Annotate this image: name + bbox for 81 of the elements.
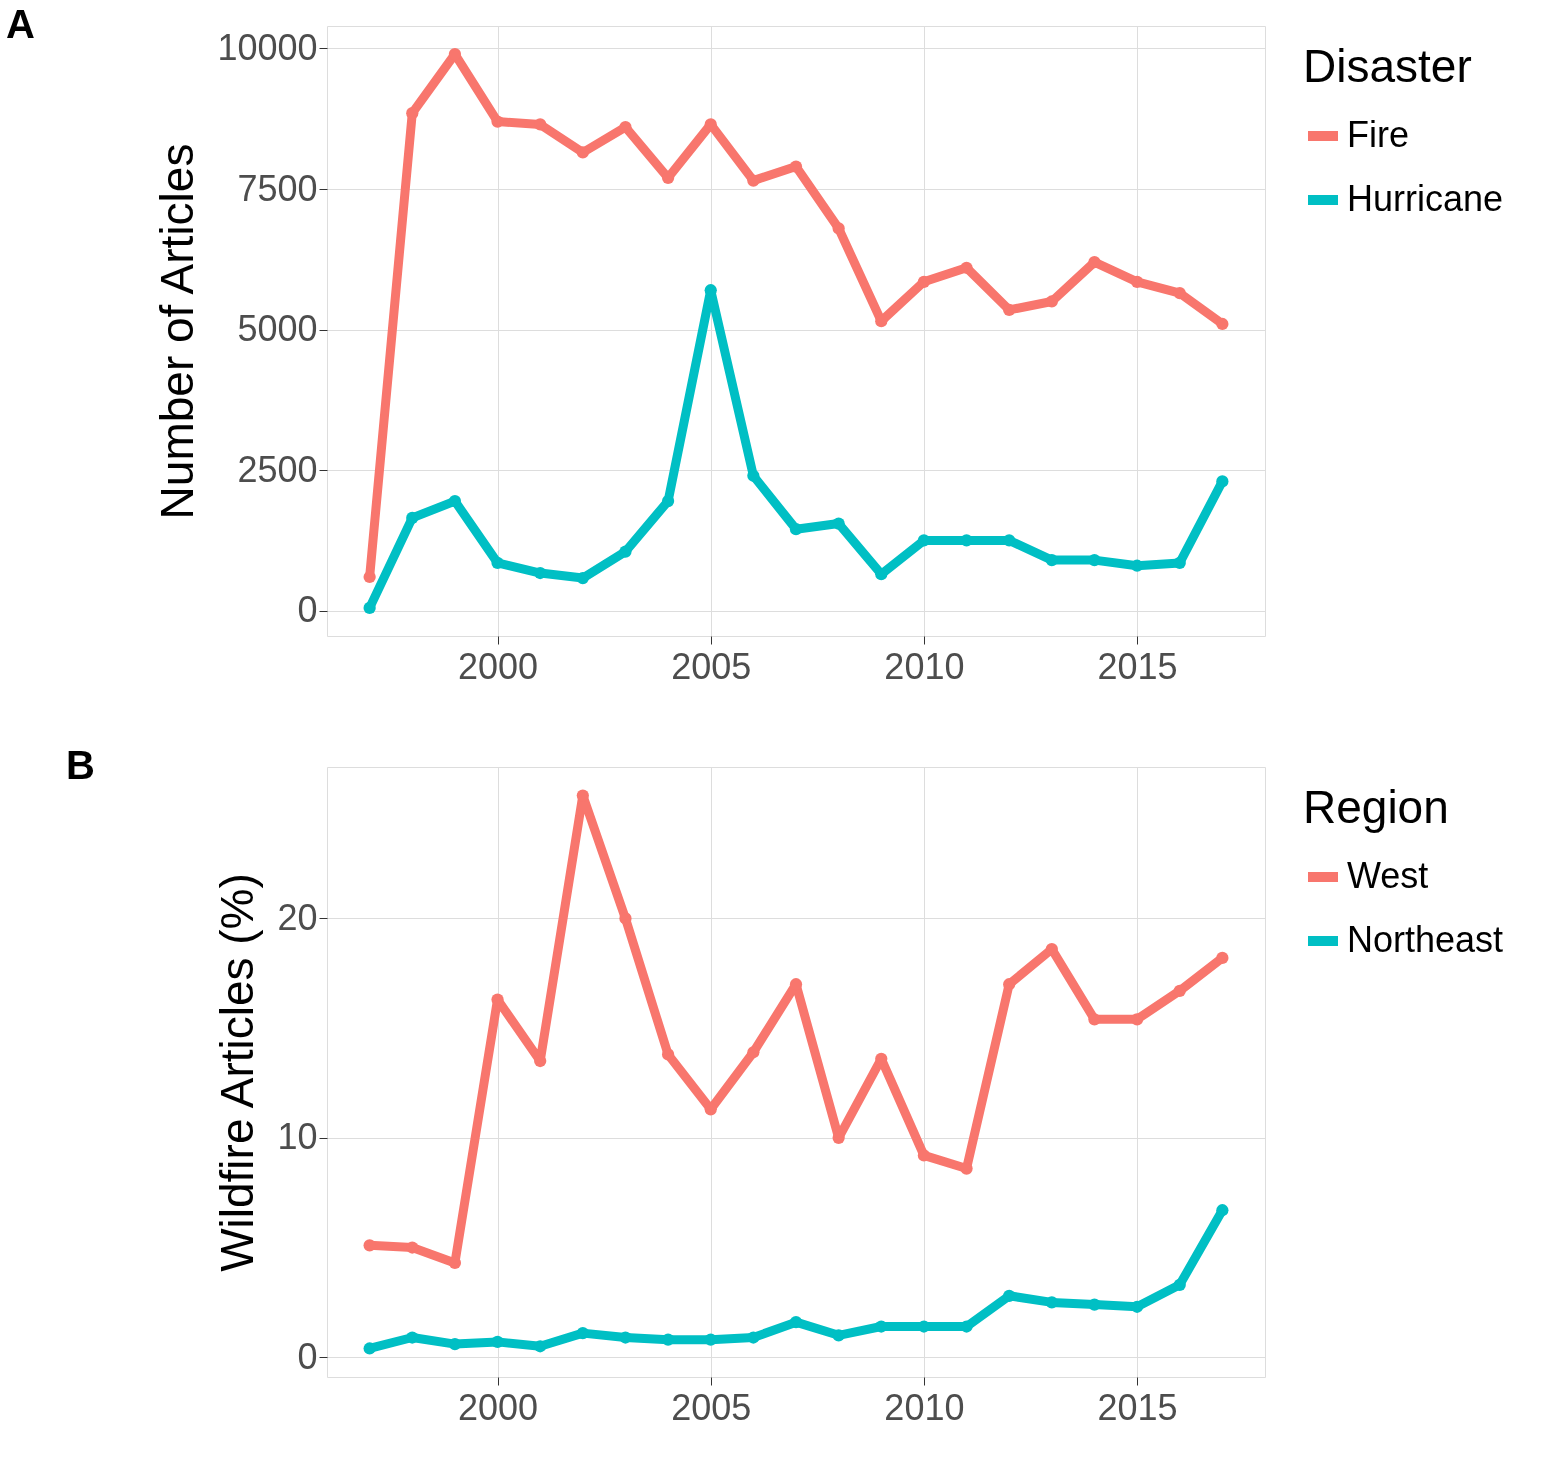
point — [832, 1329, 845, 1342]
y-tick-label: 10 — [277, 1116, 318, 1158]
point — [1088, 256, 1101, 269]
chart-title: A — [5, 2, 35, 46]
point — [363, 570, 376, 584]
point — [747, 1046, 760, 1059]
x-tick-label: 2000 — [458, 645, 539, 687]
chart-title: B — [65, 743, 95, 787]
point — [576, 1327, 589, 1340]
y-tick-label: 0 — [297, 589, 318, 631]
point — [1130, 559, 1144, 572]
x-tick-label: 2005 — [671, 1386, 752, 1428]
point — [619, 1331, 632, 1344]
point — [1216, 317, 1229, 331]
point — [619, 545, 632, 558]
point — [406, 511, 419, 525]
point — [1173, 1278, 1186, 1291]
point — [448, 494, 462, 508]
point — [534, 566, 547, 580]
x-tick-label: 2015 — [1097, 645, 1178, 687]
point — [747, 174, 760, 187]
y-tick-label: 20 — [277, 896, 318, 938]
point — [832, 222, 845, 235]
legend-title: Disaster — [1303, 40, 1472, 92]
x-tick-label: 2000 — [458, 1386, 539, 1428]
point — [576, 146, 589, 159]
point — [960, 261, 973, 274]
point — [363, 1342, 376, 1355]
x-tick-label: 2010 — [884, 1386, 965, 1428]
point — [491, 115, 504, 128]
point — [576, 571, 589, 585]
point — [363, 601, 376, 614]
y-tick-label: 0 — [297, 1335, 318, 1377]
point — [491, 556, 504, 570]
y-tick-label: 2500 — [237, 448, 318, 490]
point — [1216, 951, 1229, 965]
y-axis-title: Wildfire Articles (%) — [211, 873, 264, 1272]
point — [1130, 275, 1144, 288]
y-tick-label: 10000 — [217, 26, 318, 68]
point — [661, 1048, 675, 1061]
point — [406, 1331, 419, 1344]
x-tick-label: 2010 — [884, 645, 965, 687]
legend-label: Northeast — [1347, 919, 1504, 960]
point — [1173, 984, 1186, 997]
point — [661, 494, 675, 508]
point — [1088, 1298, 1101, 1311]
legend-label: Hurricane — [1347, 178, 1504, 219]
legend-title: Region — [1303, 781, 1449, 833]
point — [406, 1241, 419, 1254]
point — [1045, 553, 1058, 567]
legend-label: Fire — [1347, 114, 1409, 155]
y-axis-title: Number of Articles — [151, 143, 204, 520]
legend-label: West — [1347, 855, 1429, 896]
point — [789, 523, 803, 536]
point — [534, 1340, 547, 1353]
point — [1003, 1289, 1016, 1302]
x-tick-label: 2015 — [1097, 1386, 1178, 1428]
point — [1173, 556, 1186, 570]
point — [1130, 1013, 1144, 1026]
y-tick-label: 7500 — [237, 167, 318, 209]
point — [619, 121, 632, 134]
x-tick-label: 2005 — [671, 645, 752, 687]
y-tick-label: 5000 — [237, 308, 318, 350]
point — [491, 1335, 504, 1348]
point — [619, 912, 632, 925]
point — [789, 1316, 803, 1329]
point — [747, 469, 760, 482]
point — [917, 1149, 931, 1162]
point — [1216, 475, 1229, 488]
point — [789, 160, 803, 173]
point — [1045, 295, 1058, 308]
point — [917, 275, 931, 288]
point — [1216, 1204, 1229, 1217]
point — [1088, 553, 1101, 567]
point — [832, 517, 845, 530]
point — [1003, 303, 1016, 317]
point — [534, 118, 547, 131]
point — [1173, 286, 1186, 300]
point — [747, 1331, 760, 1344]
point — [1003, 978, 1016, 991]
point — [448, 1337, 462, 1351]
